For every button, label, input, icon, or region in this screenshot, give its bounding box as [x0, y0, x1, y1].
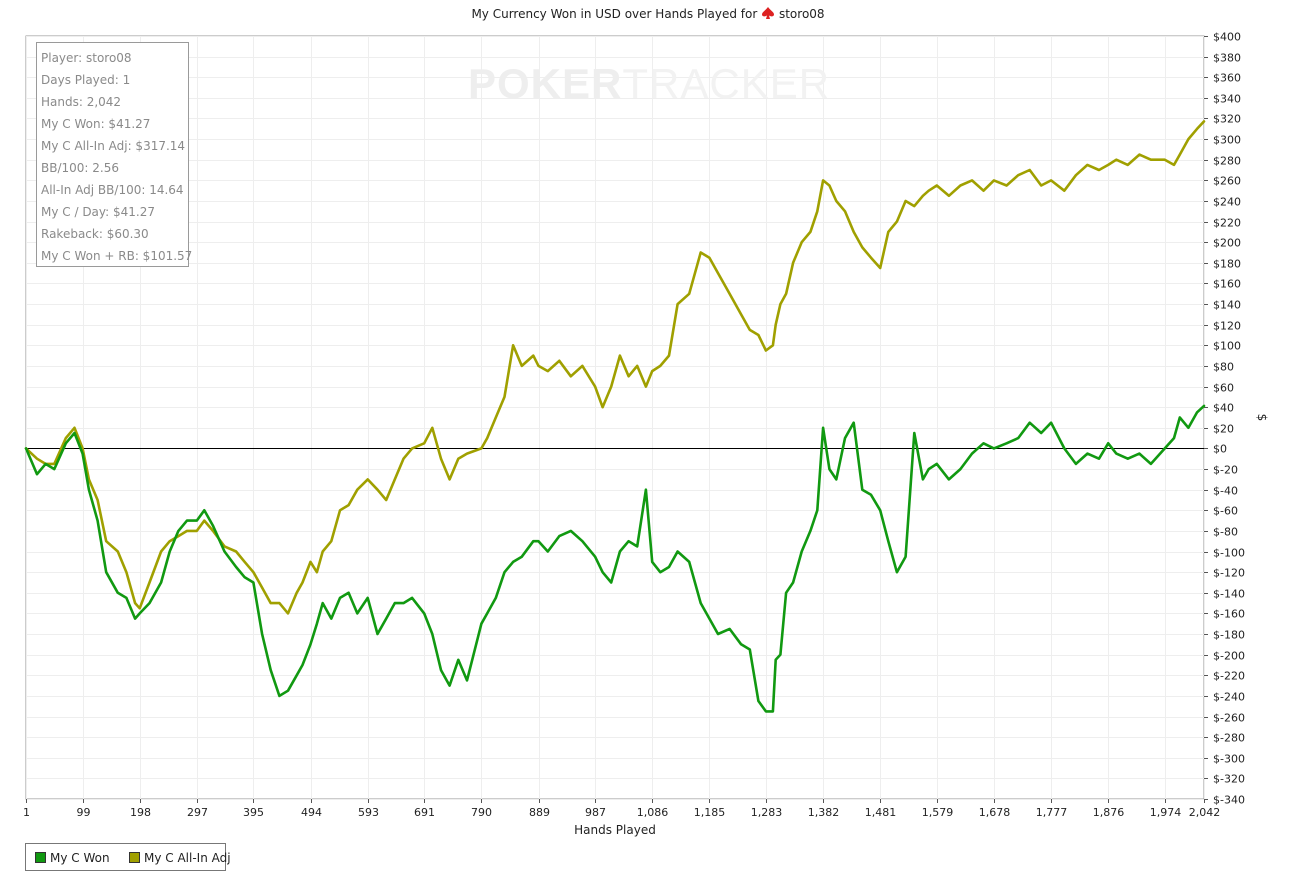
y-tick-label: $320: [1213, 113, 1241, 126]
x-tick-label: 297: [187, 806, 208, 819]
x-tick-label: 1,579: [922, 806, 954, 819]
x-tick-label: 1,382: [808, 806, 840, 819]
x-tick-label: 2,042: [1189, 806, 1221, 819]
stat-rakeback: Rakeback: $60.30: [41, 227, 149, 241]
y-tick-label: $20: [1213, 423, 1234, 436]
y-tick-label: $-100: [1213, 547, 1245, 560]
legend-item-won[interactable]: My C Won: [35, 851, 110, 865]
y-tick-label: $60: [1213, 382, 1234, 395]
y-tick-label: $-240: [1213, 691, 1245, 704]
y-tick-label: $340: [1213, 93, 1241, 106]
y-tick-label: $120: [1213, 320, 1241, 333]
y-tick-label: $100: [1213, 340, 1241, 353]
y-tick-label: $-80: [1213, 526, 1238, 539]
y-tick-label: $-160: [1213, 608, 1245, 621]
y-tick-label: $-200: [1213, 650, 1245, 663]
y-tick-label: $-260: [1213, 712, 1245, 725]
x-tick-label: 1: [23, 806, 30, 819]
x-tick-label: 1,481: [865, 806, 897, 819]
y-axis-label: $: [1255, 414, 1269, 422]
y-tick-label: $360: [1213, 72, 1241, 85]
y-tick-label: $-60: [1213, 505, 1238, 518]
y-tick-label: $260: [1213, 175, 1241, 188]
plot-area: [25, 35, 1205, 800]
y-tick-label: $-180: [1213, 629, 1245, 642]
x-tick-label: 889: [529, 806, 550, 819]
stat-won-plus-rb: My C Won + RB: $101.57: [41, 249, 193, 263]
y-tick-label: $0: [1213, 443, 1227, 456]
series-line-my-c-won: [24, 404, 1206, 713]
y-tick-label: $40: [1213, 402, 1234, 415]
y-tick-label: $380: [1213, 52, 1241, 65]
x-tick-label: 1,777: [1036, 806, 1068, 819]
x-tick-label: 691: [414, 806, 435, 819]
x-tick-label: 593: [358, 806, 379, 819]
stat-per-day: My C / Day: $41.27: [41, 205, 155, 219]
x-tick-label: 1,283: [751, 806, 783, 819]
y-tick-label: $-320: [1213, 773, 1245, 786]
y-tick-label: $180: [1213, 258, 1241, 271]
x-tick-label: 494: [301, 806, 322, 819]
x-tick-label: 99: [77, 806, 91, 819]
chart-legend: My C Won My C All-In Adj: [25, 843, 231, 871]
stat-player: Player: storo08: [41, 51, 132, 65]
y-tick-label: $400: [1213, 31, 1241, 44]
chart-title-player: storo08: [778, 7, 825, 21]
x-tick-label: 1,974: [1150, 806, 1182, 819]
legend-swatch-all-in-adj: [129, 852, 140, 863]
stats-box: Player: storo08 Days Played: 1 Hands: 2,…: [36, 42, 193, 267]
y-tick-label: $-120: [1213, 567, 1245, 580]
stat-all-in-bb100: All-In Adj BB/100: 14.64: [41, 183, 184, 197]
legend-item-all-in-adj[interactable]: My C All-In Adj: [129, 851, 231, 865]
y-tick-label: $160: [1213, 278, 1241, 291]
x-tick-label: 198: [130, 806, 151, 819]
y-tick-label: $-140: [1213, 588, 1245, 601]
y-tick-label: $280: [1213, 155, 1241, 168]
legend-label-won: My C Won: [50, 851, 110, 865]
stat-all-in-adj: My C All-In Adj: $317.14: [41, 139, 186, 153]
y-tick-label: $220: [1213, 217, 1241, 230]
legend-label-all-in-adj: My C All-In Adj: [144, 851, 231, 865]
y-tick-label: $-280: [1213, 732, 1245, 745]
stat-won: My C Won: $41.27: [41, 117, 151, 131]
x-tick-label: 1,876: [1093, 806, 1125, 819]
chart-title: My Currency Won in USD over Hands Played…: [0, 7, 1296, 21]
pokertracker-watermark: POKERTRACKER: [468, 60, 831, 107]
stat-bb100: BB/100: 2.56: [41, 161, 119, 175]
x-tick-label: 790: [471, 806, 492, 819]
y-tick-label: $-20: [1213, 464, 1238, 477]
spade-icon: [762, 7, 775, 19]
y-tick-label: $200: [1213, 237, 1241, 250]
y-tick-label: $-300: [1213, 753, 1245, 766]
x-axis-label: Hands Played: [574, 823, 656, 837]
x-tick-label: 395: [243, 806, 264, 819]
x-tick-label: 987: [585, 806, 606, 819]
x-tick-label: 1,185: [694, 806, 726, 819]
y-tick-label: $140: [1213, 299, 1241, 312]
legend-swatch-won: [35, 852, 46, 863]
y-tick-label: $240: [1213, 196, 1241, 209]
y-tick-label: $80: [1213, 361, 1234, 374]
y-tick-label: $300: [1213, 134, 1241, 147]
x-tick-label: 1,086: [637, 806, 669, 819]
y-tick-label: $-40: [1213, 485, 1238, 498]
y-tick-label: $-220: [1213, 670, 1245, 683]
chart-title-text: My Currency Won in USD over Hands Played…: [471, 7, 758, 21]
x-tick-label: 1,678: [979, 806, 1011, 819]
stat-hands: Hands: 2,042: [41, 95, 122, 109]
y-tick-label: $-340: [1213, 794, 1245, 807]
stat-days-played: Days Played: 1: [41, 73, 131, 87]
